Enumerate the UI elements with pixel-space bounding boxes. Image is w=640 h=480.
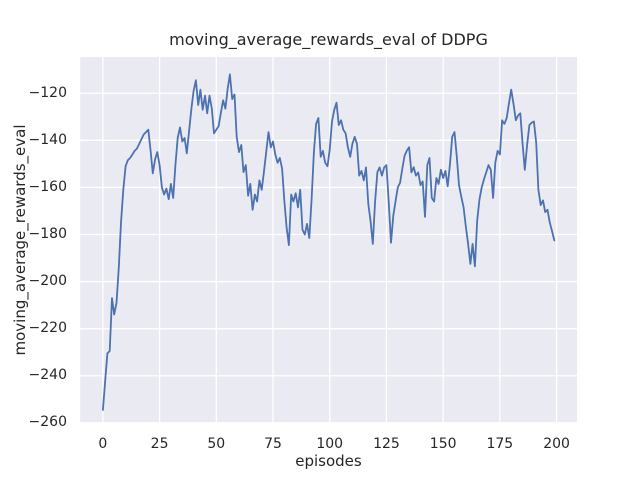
x-tick-label: 25 <box>150 436 169 452</box>
x-tick-label: 150 <box>429 436 457 452</box>
y-tick-label: −180 <box>28 226 67 242</box>
y-tick-label: −240 <box>28 367 67 384</box>
x-tick-label: 50 <box>207 436 226 452</box>
y-tick-label: −260 <box>28 414 67 431</box>
x-tick-label: 100 <box>316 436 344 452</box>
y-tick-label: −120 <box>28 84 67 101</box>
x-tick-label: 125 <box>373 436 400 452</box>
y-tick-label: −220 <box>28 320 67 337</box>
reward-line <box>102 73 556 411</box>
x-tick-label: 200 <box>543 436 570 452</box>
x-tick-label: 75 <box>264 436 282 452</box>
chart-title: moving_average_rewards_eval of DDPG <box>169 30 488 49</box>
x-tick-label: 0 <box>98 436 108 452</box>
y-tick-label: −200 <box>28 273 67 290</box>
y-tick-label: −160 <box>28 178 67 195</box>
plot-background <box>80 57 577 424</box>
x-tick-label: 175 <box>486 436 514 452</box>
y-tick-label: −140 <box>28 131 67 148</box>
x-axis-label: episodes <box>295 452 362 470</box>
